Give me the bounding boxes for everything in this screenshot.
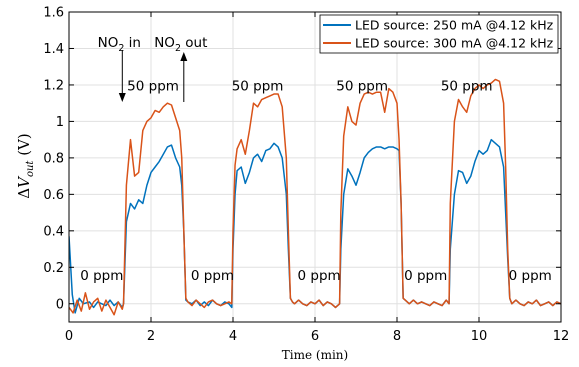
x-tick-label: 12 (553, 329, 570, 344)
y-axis-label-unit: (V) (15, 133, 33, 160)
y-tick-label: 1.2 (43, 78, 64, 93)
x-tick-label: 0 (65, 329, 73, 344)
ppm-label: 50 ppm (232, 78, 284, 94)
y-axis-label: ΔVout (V) (15, 133, 36, 198)
no2-in-label-main: NO (98, 35, 119, 51)
x-tick-label: 6 (311, 329, 319, 344)
legend: LED source: 250 mA @4.12 kHz LED source:… (319, 14, 559, 54)
grid (68, 11, 562, 322)
x-tick-label: 8 (393, 329, 401, 344)
y-tick-label: 1 (56, 115, 64, 130)
y-axis-label-v: V (15, 175, 33, 188)
ppm-label: 50 ppm (127, 78, 179, 94)
no2-out-label-sub: 2 (175, 43, 181, 54)
y-tick-label: 0.2 (43, 261, 64, 276)
ppm-label: 0 ppm (80, 268, 123, 284)
legend-label-series-1: LED source: 250 mA @4.12 kHz (355, 18, 554, 33)
no2-out-label-main: NO (154, 35, 175, 51)
y-tick-label: 0.4 (43, 224, 64, 239)
x-tick-label: 10 (471, 329, 488, 344)
ppm-label: 0 ppm (298, 268, 341, 284)
no2-out-label-suffix: out (181, 35, 207, 51)
ppm-label: 0 ppm (509, 268, 552, 284)
legend-label-series-2: LED source: 300 mA @4.12 kHz (355, 36, 554, 51)
x-axis-label: Time (min) (282, 348, 348, 362)
y-tick-label: 1.4 (43, 42, 64, 57)
y-tick-label: 0.6 (43, 188, 64, 203)
y-axis-label-sub: out (25, 160, 36, 177)
ppm-label: 50 ppm (441, 78, 493, 94)
y-tick-label: 0 (56, 297, 64, 312)
ppm-label: 0 ppm (191, 268, 234, 284)
ppm-label: 0 ppm (404, 268, 447, 284)
ppm-label: 50 ppm (336, 78, 388, 94)
y-axis-label-delta: Δ (15, 188, 33, 199)
no2-out-label: NO2 out (154, 35, 207, 54)
no2-in-label-suffix: in (124, 35, 141, 51)
y-tick-label: 1.6 (43, 6, 64, 21)
series-line-2 (69, 78, 561, 316)
no2-out-arrowhead (180, 52, 188, 61)
y-tick-label: 0.8 (43, 151, 64, 166)
x-tick-label: 2 (147, 329, 155, 344)
ticks: 0 2 4 6 8 10 12 0 0.2 0.4 0.6 0.8 1 1.2 1.4 1.6 (43, 6, 569, 345)
series-layer (69, 78, 561, 316)
x-tick-label: 4 (229, 329, 237, 344)
no2-in-label: NO2 in (98, 35, 141, 54)
no2-in-arrowhead (118, 93, 126, 102)
legend-box (319, 14, 559, 54)
no2-in-label-sub: 2 (118, 43, 124, 54)
